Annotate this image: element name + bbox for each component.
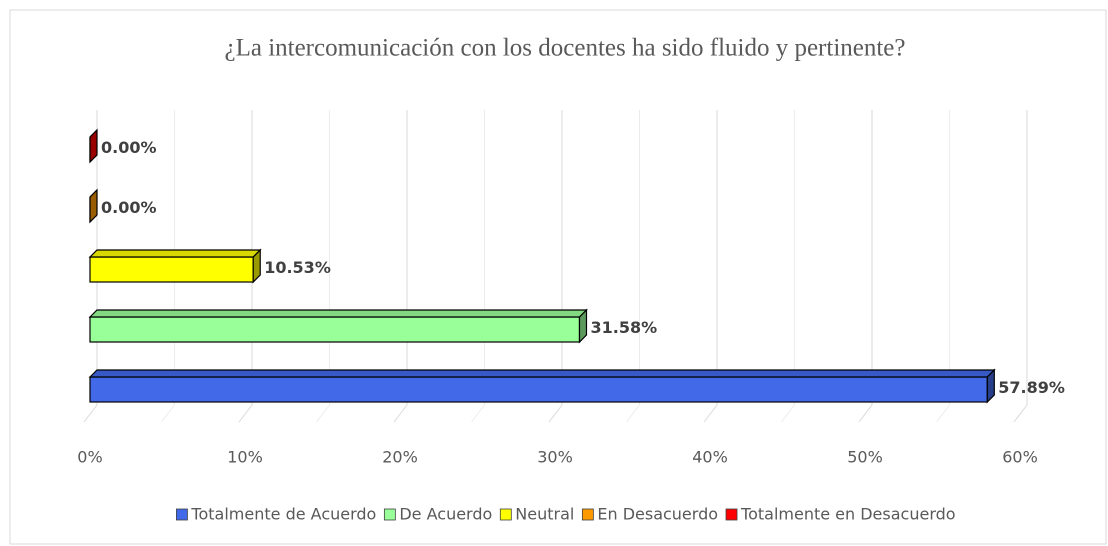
x-tick-label: 50% — [847, 448, 883, 467]
x-tick-label: 60% — [1002, 448, 1038, 467]
bar-side — [578, 308, 588, 344]
bar — [89, 256, 254, 283]
x-tick-label: 10% — [227, 448, 263, 467]
legend-label: Totalmente en Desacuerdo — [740, 505, 956, 524]
x-tick-label: 20% — [382, 448, 418, 467]
grid-floor — [548, 404, 563, 423]
chart-title: ¿La intercomunicación con los docentes h… — [224, 35, 905, 62]
grid-floor — [83, 404, 98, 423]
value-label: 31.58% — [590, 318, 657, 337]
bar-top — [88, 369, 996, 378]
bar — [89, 316, 581, 343]
legend-swatch — [383, 508, 396, 521]
value-label: 57.89% — [998, 378, 1065, 397]
legend-label: Neutral — [515, 505, 574, 524]
grid-floor — [703, 404, 718, 423]
bar-side — [89, 188, 98, 224]
bar-side — [986, 368, 995, 404]
grid-floor — [238, 404, 253, 423]
x-tick-label: 30% — [537, 448, 573, 467]
bar-top — [88, 309, 588, 318]
value-label: 0.00% — [101, 138, 157, 157]
legend-label: De Acuerdo — [399, 505, 492, 524]
grid-floor — [1013, 404, 1028, 423]
x-tick-label: 0% — [77, 448, 102, 467]
legend-label: En Desacuerdo — [597, 505, 718, 524]
legend-swatch — [725, 508, 738, 521]
grid-floor — [936, 404, 950, 423]
grid-floor — [626, 404, 640, 423]
value-label: 10.53% — [264, 258, 331, 277]
grid-floor — [471, 404, 485, 423]
bar — [89, 376, 988, 403]
legend-swatch — [176, 508, 188, 521]
legend: Totalmente de Acuerdo De Acuerdo Neutral En… — [176, 505, 956, 524]
grid-floor — [858, 404, 873, 423]
bar-side — [252, 248, 261, 284]
bar-side — [89, 128, 98, 164]
grid-floor — [161, 404, 175, 423]
legend-label: Totalmente de Acuerdo — [190, 505, 376, 524]
x-tick-label: 40% — [692, 448, 728, 467]
grid-floor — [393, 404, 408, 423]
grid-floor — [781, 404, 795, 423]
grid-floor — [316, 404, 330, 423]
bar-top — [88, 249, 262, 258]
legend-swatch — [499, 508, 512, 521]
legend-swatch — [581, 508, 594, 521]
value-label: 0.00% — [101, 198, 157, 217]
